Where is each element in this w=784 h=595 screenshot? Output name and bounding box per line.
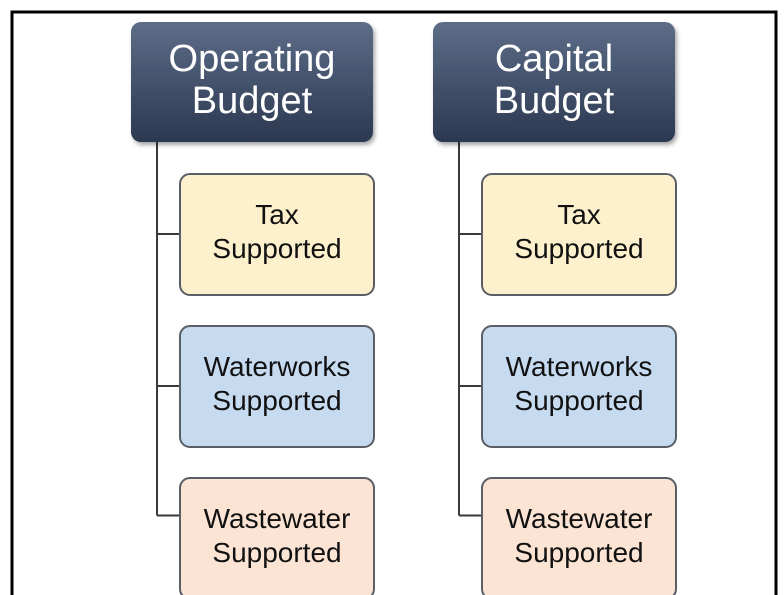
header-text: Operating [169,38,336,80]
header-text: Budget [494,80,615,122]
child-text: Supported [514,233,643,264]
child-box [481,477,677,595]
header-text: Capital [495,38,613,80]
header-box [131,22,373,142]
child-text: Tax [255,199,299,230]
child-text: Supported [514,385,643,416]
child-box [179,173,375,296]
child-text: Supported [212,537,341,568]
child-box [481,325,677,448]
child-text: Tax [557,199,601,230]
frame [10,10,778,595]
header-box [433,22,675,142]
child-text: Supported [212,385,341,416]
child-text: Wastewater [506,503,653,534]
child-text: Supported [514,537,643,568]
child-text: Waterworks [204,351,351,382]
child-box [179,477,375,595]
child-box [179,325,375,448]
header-text: Budget [192,80,313,122]
child-box [481,173,677,296]
child-text: Supported [212,233,341,264]
child-text: Waterworks [506,351,653,382]
child-text: Wastewater [204,503,351,534]
